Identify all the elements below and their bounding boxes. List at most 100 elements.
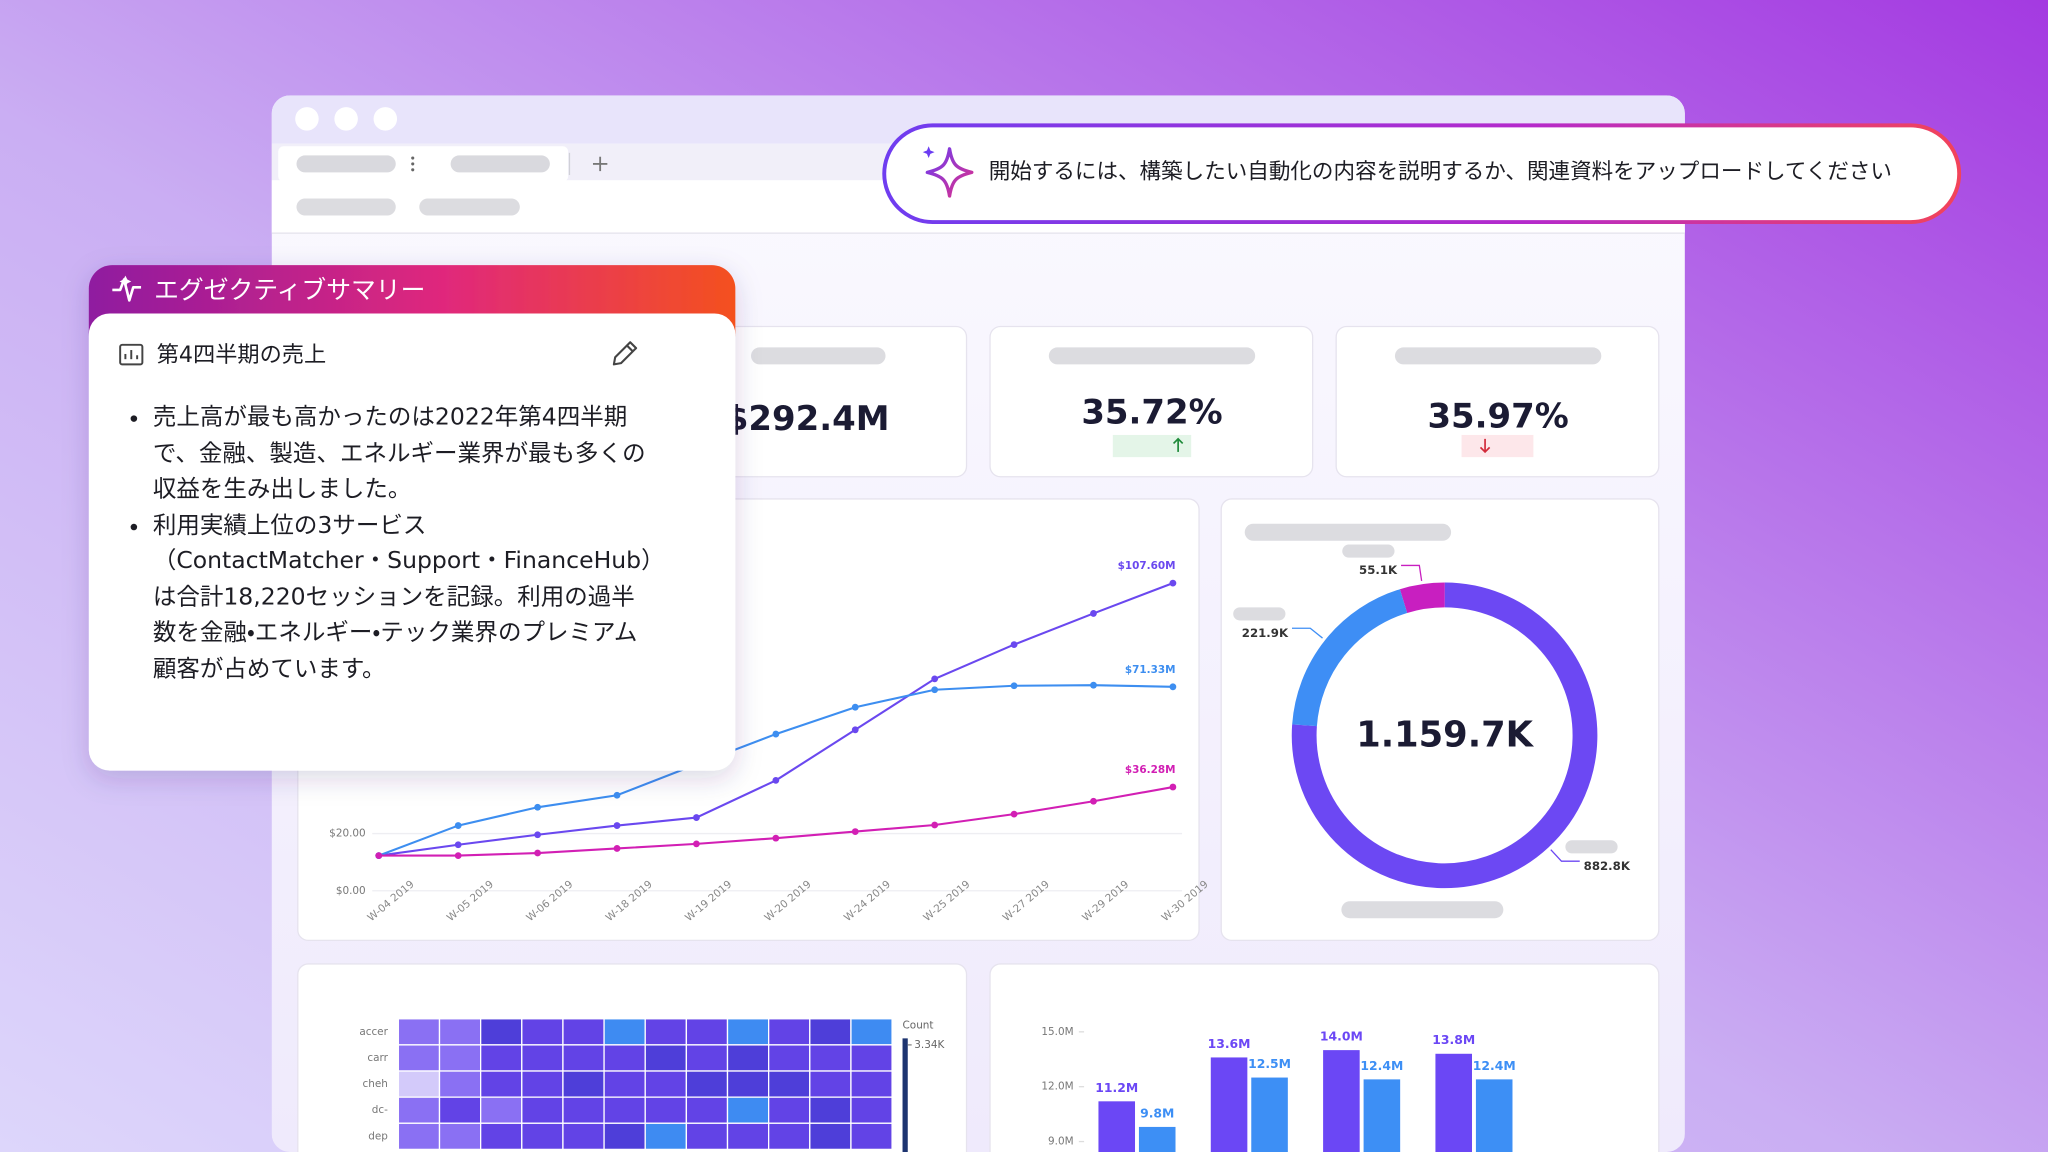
line-point <box>1090 797 1097 805</box>
line-point <box>931 821 939 829</box>
heat-cell <box>438 1070 482 1098</box>
heat-cell <box>726 1122 770 1151</box>
window-dot[interactable] <box>373 107 398 131</box>
line-point <box>454 852 462 860</box>
heat-cell <box>521 1070 564 1098</box>
donut-slice <box>1399 582 1446 614</box>
heat-cell <box>562 1044 605 1072</box>
tab[interactable] <box>278 146 569 182</box>
heat-cell <box>397 1044 441 1072</box>
line-point <box>1090 610 1097 617</box>
line-point <box>1010 810 1018 818</box>
heat-cell <box>438 1044 482 1072</box>
window-dot[interactable] <box>334 107 358 131</box>
tab-menu[interactable] <box>411 156 415 172</box>
bullet: 利用実績上位の3サービス（ContactMatcher・Support・Fina… <box>153 507 656 687</box>
heat-cell <box>521 1044 564 1072</box>
line-point <box>931 686 939 694</box>
heat-cell <box>644 1044 688 1072</box>
donut-legend-placeholder <box>1341 901 1504 919</box>
edit-button[interactable] <box>612 341 638 366</box>
summary-subtitle: 第4四半期の売上 <box>157 342 326 368</box>
heat-cell <box>850 1018 893 1046</box>
line-point <box>534 803 541 811</box>
tab-placeholder <box>296 155 396 173</box>
heat-cell <box>521 1018 564 1046</box>
data-label: 14.0M <box>1320 1029 1363 1044</box>
heat-cell <box>397 1070 441 1098</box>
heat-cell <box>521 1122 564 1151</box>
heat-cell <box>397 1018 441 1046</box>
data-label: $107.60M <box>1118 560 1176 572</box>
heat-cell <box>726 1070 770 1098</box>
heat-cell <box>603 1018 646 1046</box>
heat-cell <box>809 1122 852 1151</box>
heat-cell <box>809 1070 852 1098</box>
heat-cell <box>479 1096 523 1124</box>
label-placeholder <box>1233 607 1286 621</box>
bar <box>1098 1101 1136 1152</box>
kpi-value: 35.97% <box>1427 396 1568 436</box>
label-leader <box>1550 849 1580 862</box>
line-point <box>375 852 383 860</box>
bar <box>1138 1126 1176 1152</box>
heat-cell <box>479 1070 523 1098</box>
heat-cell <box>562 1018 605 1046</box>
heat-cell <box>850 1070 893 1098</box>
heat-cell <box>562 1096 605 1124</box>
summary-body <box>88 313 736 771</box>
heat-cell <box>644 1070 688 1098</box>
line-point <box>772 834 780 842</box>
heat-cell <box>685 1044 729 1072</box>
heat-cell <box>768 1070 811 1098</box>
trend-badge <box>1112 434 1192 458</box>
bar <box>1363 1079 1401 1152</box>
new-tab[interactable] <box>592 156 608 172</box>
heat-cell <box>644 1018 688 1046</box>
line-point <box>772 730 780 738</box>
heatmap: accer carr cheh dc-dep Count 3.34K <box>359 1018 946 1152</box>
heat-cell <box>479 1044 523 1072</box>
heat-cell <box>685 1122 729 1151</box>
heat-cell <box>603 1044 646 1072</box>
kpi-value: 35.72% <box>1081 393 1222 433</box>
heat-cell <box>850 1096 893 1124</box>
y-tick-label: 15.0M <box>1041 1026 1073 1038</box>
y-tick-label: $0.00 <box>336 885 366 897</box>
line-point <box>851 703 859 711</box>
bar <box>1323 1050 1360 1152</box>
heat-cell <box>438 1122 482 1151</box>
line-point <box>454 841 462 849</box>
line-point <box>534 831 541 839</box>
window-dot[interactable] <box>295 107 319 131</box>
donut-center-label: 1.159.7K <box>1356 715 1534 756</box>
kpi-placeholder <box>1394 347 1602 365</box>
prompt-sparkle <box>925 147 974 198</box>
row-label: dep <box>368 1130 388 1142</box>
heat-cell <box>809 1044 852 1072</box>
data-label: 13.8M <box>1432 1032 1475 1047</box>
data-label: 12.5M <box>1248 1056 1291 1071</box>
tab-placeholder <box>450 155 550 173</box>
y-tick-label: 9.0M <box>1048 1136 1074 1148</box>
heat-cell <box>850 1044 893 1072</box>
legend-tick-label: 3.34K <box>914 1039 945 1051</box>
heat-cell <box>726 1044 770 1072</box>
heat-cell <box>438 1018 482 1046</box>
bar <box>1251 1077 1288 1152</box>
heat-cell <box>603 1070 646 1098</box>
trend-badge <box>1461 434 1534 458</box>
prompt-bar[interactable] <box>882 123 1962 224</box>
line-point <box>851 828 859 835</box>
heat-cell <box>850 1122 893 1151</box>
toolbar-placeholder <box>419 198 520 216</box>
line-point <box>1010 641 1018 648</box>
bar-chart: 15.0M 12.0M 9.0M 11.2M 13.6M 14.0M 13.8M 9.8M 12… <box>1041 1026 1516 1152</box>
heat-cell <box>479 1122 523 1151</box>
line-point <box>1010 682 1018 690</box>
heat-cell <box>685 1018 729 1046</box>
heat-cell <box>562 1070 605 1098</box>
heat-cell <box>768 1122 811 1151</box>
